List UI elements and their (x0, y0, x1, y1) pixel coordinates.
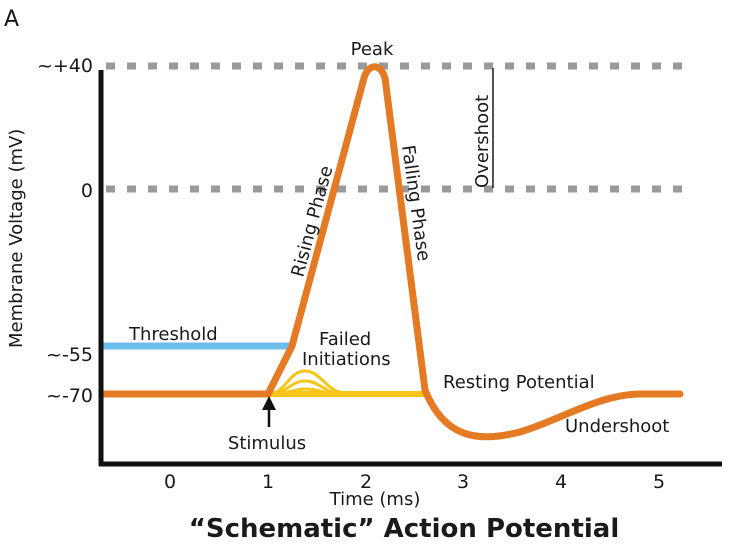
x-tick: 4 (555, 471, 567, 493)
peak-label: Peak (351, 39, 394, 60)
x-tick: 2 (360, 471, 372, 493)
panel-label: A (4, 7, 19, 32)
stimulus-label: Stimulus (228, 433, 306, 454)
threshold-label: Threshold (128, 324, 218, 345)
y-tick-minus70: ~-70 (46, 385, 93, 407)
y-tick-plus40: ~+40 (37, 55, 93, 77)
x-tick: 1 (262, 471, 274, 493)
y-tick-minus55: ~-55 (46, 344, 93, 366)
failed-label-line2: Initiations (302, 349, 391, 370)
failed-initiation-curve (267, 369, 351, 396)
rising-phase-label: Rising Phase (288, 164, 338, 280)
x-tick: 0 (164, 471, 176, 493)
resting-potential-label: Resting Potential (443, 372, 595, 393)
x-axis-label: Time (ms) (329, 489, 421, 510)
overshoot-label: Overshoot (472, 95, 493, 188)
x-tick: 5 (653, 471, 665, 493)
diagram-title: “Schematic” Action Potential (189, 514, 620, 544)
failed-label-line1: Failed (319, 329, 371, 350)
y-axis-label: Membrane Voltage (mV) (6, 129, 27, 348)
y-tick-zero: 0 (81, 180, 93, 202)
action-potential-curve (99, 63, 684, 441)
undershoot-label: Undershoot (565, 416, 669, 437)
x-tick: 3 (457, 471, 469, 493)
stimulus-arrow-icon (262, 396, 276, 410)
